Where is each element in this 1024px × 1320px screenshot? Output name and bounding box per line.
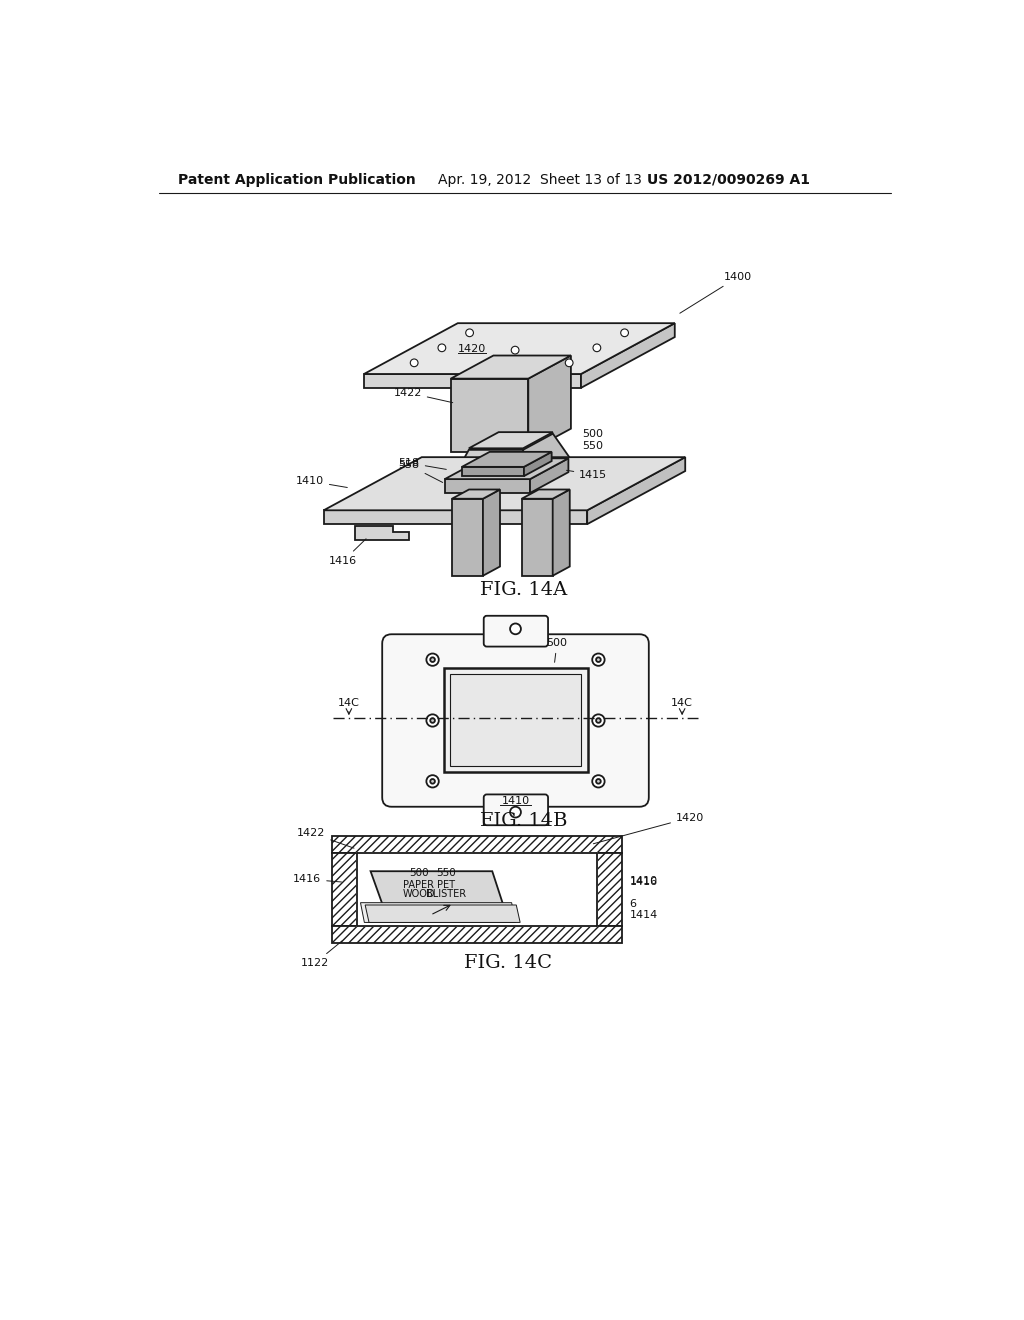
Text: 518: 518: [398, 458, 446, 470]
Text: 1410: 1410: [630, 876, 657, 887]
Text: 500: 500: [582, 429, 603, 440]
Circle shape: [426, 653, 438, 665]
Polygon shape: [451, 379, 528, 451]
Text: Apr. 19, 2012  Sheet 13 of 13: Apr. 19, 2012 Sheet 13 of 13: [438, 173, 642, 187]
Circle shape: [430, 657, 435, 663]
Bar: [444, 668, 588, 772]
Circle shape: [593, 345, 601, 351]
Polygon shape: [452, 499, 483, 576]
Circle shape: [430, 718, 435, 723]
Text: 14C: 14C: [338, 698, 359, 708]
Bar: [332, 927, 622, 942]
Circle shape: [430, 779, 435, 784]
Text: Patent Application Publication: Patent Application Publication: [178, 173, 416, 187]
Polygon shape: [354, 525, 409, 540]
Text: 1416: 1416: [330, 539, 366, 566]
Polygon shape: [530, 458, 568, 492]
Polygon shape: [366, 906, 520, 923]
Polygon shape: [483, 490, 500, 576]
Circle shape: [621, 329, 629, 337]
Polygon shape: [553, 490, 569, 576]
Circle shape: [438, 345, 445, 351]
Bar: [332, 836, 622, 853]
Polygon shape: [469, 432, 553, 449]
Text: 1422: 1422: [393, 388, 453, 403]
Circle shape: [411, 359, 418, 367]
Text: 500: 500: [409, 869, 428, 878]
Bar: [451, 675, 582, 766]
Text: 1420: 1420: [593, 813, 705, 843]
Circle shape: [466, 329, 473, 337]
Polygon shape: [451, 450, 528, 483]
Text: PET: PET: [437, 879, 455, 890]
FancyBboxPatch shape: [483, 615, 548, 647]
Polygon shape: [528, 355, 571, 451]
Polygon shape: [364, 374, 581, 388]
Bar: [332, 853, 356, 927]
Text: 1415: 1415: [566, 470, 607, 479]
Polygon shape: [524, 451, 552, 477]
Circle shape: [596, 718, 601, 723]
Text: FIG. 14C: FIG. 14C: [464, 954, 552, 972]
Text: 1414: 1414: [630, 909, 657, 920]
Polygon shape: [462, 451, 552, 467]
Polygon shape: [452, 490, 500, 499]
Text: 500: 500: [547, 638, 567, 663]
FancyBboxPatch shape: [382, 635, 649, 807]
Polygon shape: [523, 434, 571, 483]
Circle shape: [510, 807, 521, 817]
Text: 558: 558: [398, 461, 442, 482]
Text: BLISTER: BLISTER: [426, 888, 466, 899]
Polygon shape: [324, 511, 587, 524]
Circle shape: [592, 775, 604, 788]
Text: 1420: 1420: [458, 345, 486, 354]
Circle shape: [511, 346, 519, 354]
Circle shape: [592, 714, 604, 726]
Circle shape: [596, 657, 601, 663]
Circle shape: [592, 653, 604, 665]
Text: 1422: 1422: [297, 828, 354, 849]
Text: 550: 550: [582, 441, 603, 450]
Text: US 2012/0090269 A1: US 2012/0090269 A1: [647, 173, 810, 187]
Bar: [356, 853, 597, 927]
Circle shape: [565, 359, 573, 367]
Polygon shape: [521, 499, 553, 576]
Text: 1416: 1416: [630, 878, 657, 887]
Polygon shape: [444, 458, 568, 479]
FancyBboxPatch shape: [483, 795, 548, 825]
Circle shape: [510, 623, 521, 635]
Text: FIG. 14B: FIG. 14B: [479, 812, 567, 829]
Polygon shape: [371, 871, 508, 919]
Text: 1122: 1122: [301, 941, 342, 968]
Polygon shape: [324, 457, 685, 511]
Polygon shape: [364, 323, 675, 374]
Text: WOOD: WOOD: [402, 888, 435, 899]
Polygon shape: [462, 467, 524, 477]
Text: 6: 6: [630, 899, 637, 909]
Text: PAPER: PAPER: [403, 879, 434, 890]
Text: 1410: 1410: [502, 796, 529, 807]
Polygon shape: [521, 490, 569, 499]
Text: 14C: 14C: [671, 698, 693, 708]
Polygon shape: [451, 355, 571, 379]
Circle shape: [426, 714, 438, 726]
Circle shape: [596, 779, 601, 784]
Text: 1410: 1410: [296, 477, 347, 487]
Text: 1400: 1400: [680, 272, 752, 313]
Circle shape: [426, 775, 438, 788]
Bar: [597, 853, 622, 927]
Polygon shape: [360, 903, 515, 923]
Polygon shape: [587, 457, 685, 524]
Text: 550: 550: [436, 869, 456, 878]
Text: 1416: 1416: [293, 874, 341, 884]
Text: FIG. 14A: FIG. 14A: [479, 581, 567, 598]
Polygon shape: [581, 323, 675, 388]
Polygon shape: [444, 479, 530, 492]
